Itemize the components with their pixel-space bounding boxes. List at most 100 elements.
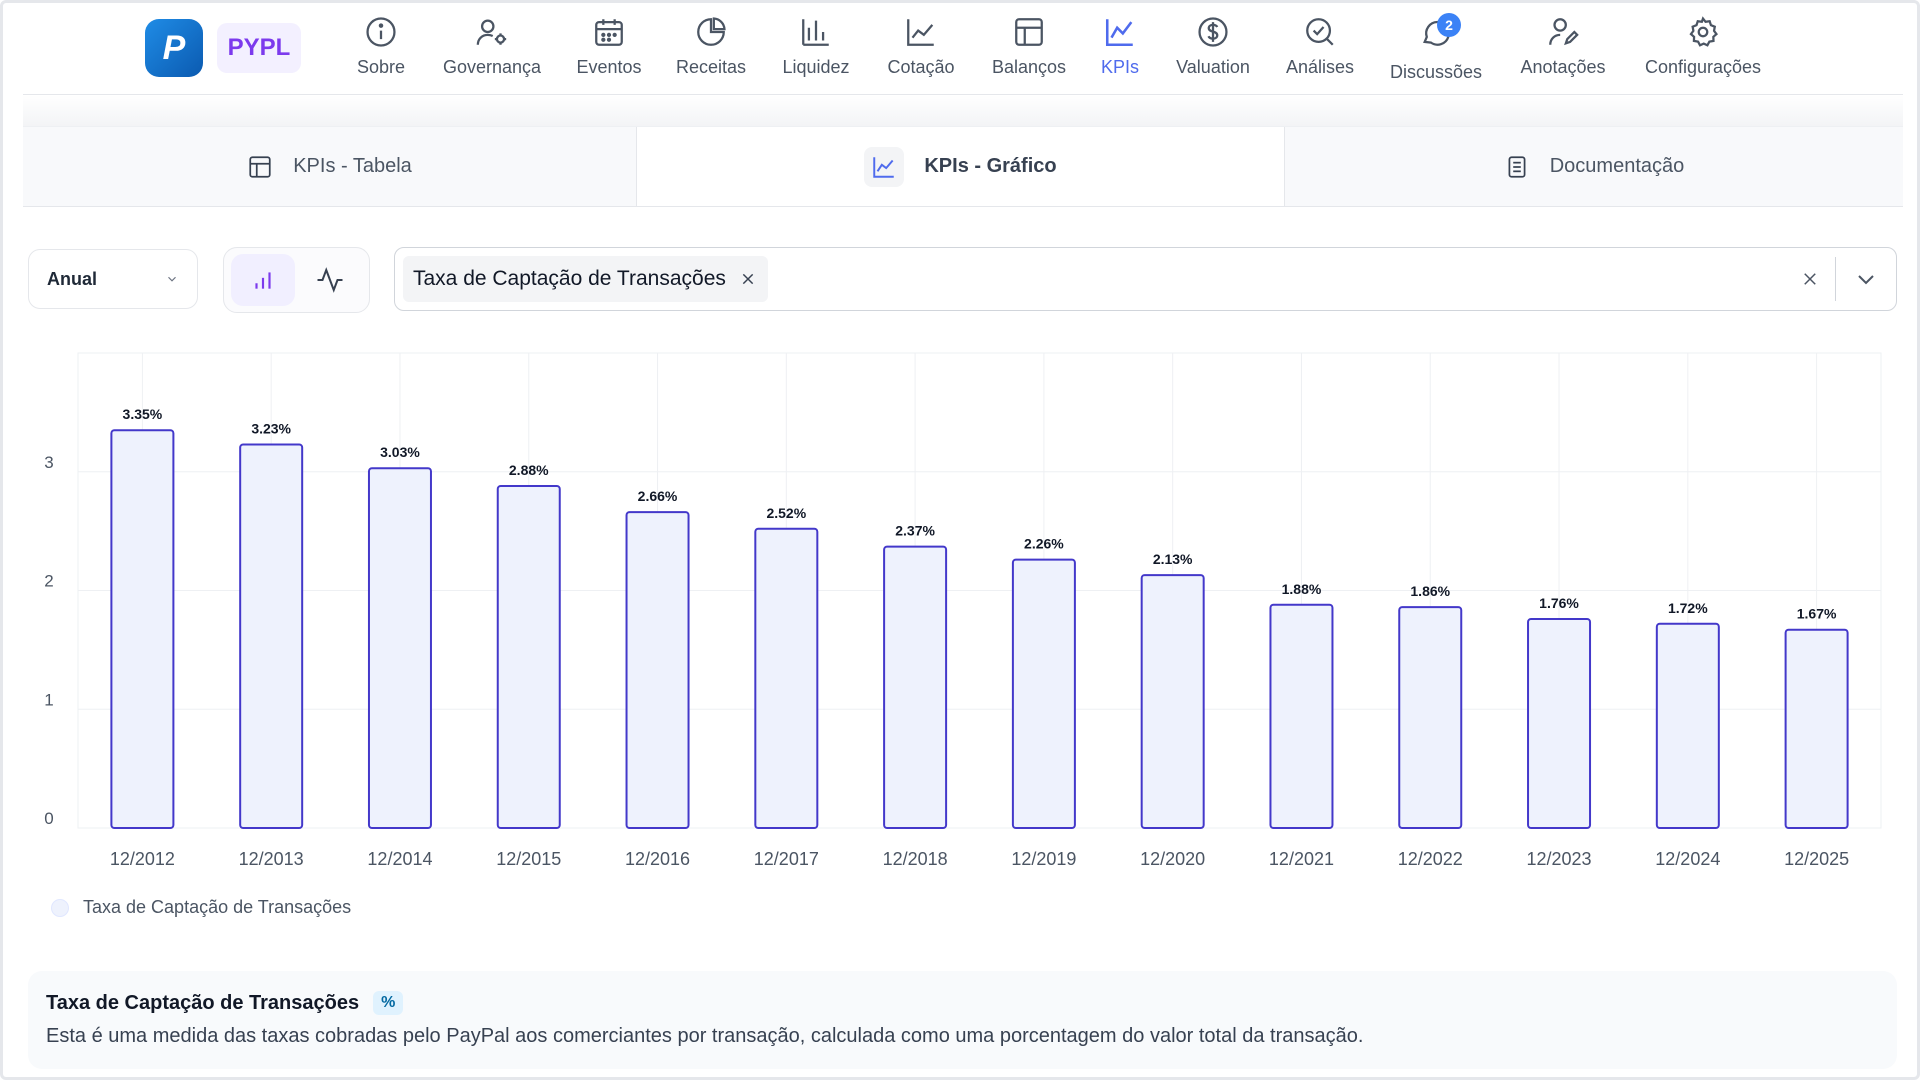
nav-label: Cotação [887, 57, 955, 77]
nav-item-sobre[interactable]: Sobre [351, 15, 411, 85]
table-icon [249, 155, 271, 178]
nav-label: Discussões [1389, 62, 1483, 82]
description-text: Esta é uma medida das taxas cobradas pel… [46, 1025, 1364, 1047]
kpi-tabs: KPIs - Tabela KPIs - Gráfico Documentaçã… [23, 127, 1903, 207]
tab-documentacao[interactable]: Documentação [1285, 127, 1903, 206]
data-label: 3.35% [123, 406, 163, 422]
x-tick-label: 12/2016 [625, 849, 690, 869]
nav-label: Configurações [1644, 57, 1762, 77]
nav-item-discussoes[interactable]: 2 Discussões [1389, 13, 1483, 85]
period-select[interactable]: Anual [28, 249, 198, 309]
data-label: 2.52% [766, 505, 806, 521]
x-tick-label: 12/2020 [1140, 849, 1205, 869]
ticker-badge[interactable]: PYPL [217, 23, 301, 73]
x-tick-label: 12/2019 [1011, 849, 1076, 869]
data-label: 2.88% [509, 462, 549, 478]
x-tick-label: 12/2023 [1526, 849, 1591, 869]
x-tick-label: 12/2015 [496, 849, 561, 869]
bar-chart-toggle-button[interactable] [231, 254, 296, 306]
nav-item-anotacoes[interactable]: Anotações [1519, 15, 1607, 85]
user-gear-icon [476, 19, 507, 45]
bar-chart-icon [255, 272, 271, 289]
nav-label: Valuation [1176, 57, 1250, 77]
nav-label: Sobre [356, 57, 406, 77]
chart-icon-wrap [864, 146, 905, 187]
tab-kpis-tabela[interactable]: KPIs - Tabela [23, 127, 637, 206]
y-tick-label: 0 [44, 809, 53, 828]
data-label: 3.23% [251, 420, 291, 436]
nav-item-configuracoes[interactable]: Configurações [1643, 15, 1763, 85]
bar [1011, 558, 1076, 829]
company-logo[interactable]: P [145, 19, 203, 77]
nav-item-eventos[interactable]: Eventos [575, 15, 643, 85]
kpi-chart-icon [1105, 19, 1133, 47]
clear-selection-button[interactable] [1785, 270, 1835, 288]
x-tick-label: 12/2021 [1269, 849, 1334, 869]
kpi-multiselect[interactable]: Taxa de Captação de Transações [394, 247, 1897, 311]
data-label: 1.86% [1410, 583, 1450, 599]
x-tick-label: 12/2018 [883, 849, 948, 869]
layout-icon [1015, 18, 1043, 46]
x-tick-label: 12/2022 [1398, 849, 1463, 869]
nav-item-kpis[interactable]: KPIs [1099, 15, 1141, 85]
nav-label: Anotações [1520, 57, 1606, 77]
bar [1140, 574, 1205, 829]
tab-kpis-grafico[interactable]: KPIs - Gráfico [637, 127, 1285, 206]
bar [625, 511, 690, 829]
chevron-down-icon [168, 276, 176, 282]
nav-label: Eventos [576, 57, 642, 77]
activity-icon [317, 267, 343, 293]
data-label: 1.67% [1797, 606, 1837, 622]
chat-icon-wrap: 2 [1419, 13, 1461, 62]
open-dropdown-button[interactable] [1836, 267, 1896, 291]
calendar-icon [595, 19, 623, 46]
user-pen-icon [1549, 18, 1579, 46]
nav-item-cotacao[interactable]: Cotação [883, 15, 959, 85]
selected-kpi-chip: Taxa de Captação de Transações [403, 256, 768, 302]
nav-item-receitas[interactable]: Receitas [675, 15, 747, 85]
x-tick-label: 12/2013 [239, 849, 304, 869]
data-label: 2.37% [895, 523, 935, 539]
chevron-down-icon [1858, 275, 1874, 285]
chart-icon [873, 156, 895, 178]
tab-label: Documentação [1549, 155, 1685, 177]
y-tick-label: 2 [44, 572, 53, 591]
description-header: Taxa de Captação de Transações % [46, 991, 1879, 1015]
description-title: Taxa de Captação de Transações [46, 991, 360, 1014]
tab-label: KPIs - Gráfico [924, 155, 1057, 177]
legend-label: Taxa de Captação de Transações [83, 897, 352, 917]
x-tick-label: 12/2014 [367, 849, 432, 869]
nav-item-governanca[interactable]: Governança [439, 15, 545, 85]
chip-label: Taxa de Captação de Transações [413, 267, 726, 290]
document-icon [1508, 155, 1526, 178]
period-value: Anual [47, 268, 98, 289]
sub-header-bar [23, 95, 1903, 127]
nav-item-balancos[interactable]: Balanços [989, 15, 1069, 85]
data-label: 2.13% [1153, 551, 1193, 567]
nav-item-analises[interactable]: Análises [1285, 15, 1355, 85]
x-tick-label: 12/2025 [1784, 849, 1849, 869]
logo-letter: P [162, 28, 186, 67]
bar [1398, 606, 1463, 829]
line-chart-toggle-button[interactable] [298, 254, 362, 306]
y-tick-label: 1 [44, 690, 53, 709]
selector-divider [1835, 257, 1836, 301]
bar [367, 467, 432, 829]
x-tick-label: 12/2024 [1655, 849, 1720, 869]
nav-item-valuation[interactable]: Valuation [1173, 15, 1253, 85]
remove-chip-icon[interactable] [740, 271, 756, 287]
y-tick-label: 3 [44, 453, 53, 472]
data-label: 1.76% [1539, 595, 1579, 611]
chart-legend[interactable]: Taxa de Captação de Transações [51, 897, 351, 918]
nav-item-liquidez[interactable]: Liquidez [781, 15, 851, 85]
bar [1527, 618, 1592, 829]
dollar-circle-icon [1198, 17, 1228, 47]
chart-type-toggle [223, 247, 370, 313]
pie-chart-icon [697, 17, 726, 46]
bar [496, 485, 561, 829]
top-navigation [23, 3, 1903, 95]
bar [1784, 628, 1849, 829]
kpi-description-card: Taxa de Captação de Transações % Esta é … [28, 971, 1897, 1069]
bar [754, 527, 819, 829]
